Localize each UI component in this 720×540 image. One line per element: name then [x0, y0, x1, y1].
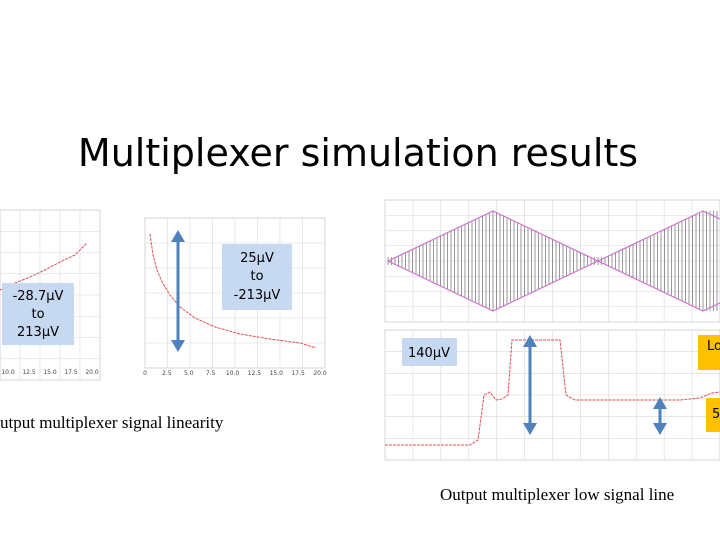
arrow-head: [523, 423, 537, 435]
annotation-box: [706, 398, 720, 432]
caption: utput multiplexer signal linearity: [0, 413, 224, 432]
annotation: -213µV: [234, 288, 281, 303]
x-tick-label: 7.5: [206, 370, 216, 377]
arrow-head: [171, 230, 185, 242]
arrow-head: [653, 423, 667, 435]
annotation-box: [402, 338, 457, 366]
left-plot: 10.0 12.5 15.0 17.5 20.0 -28.7µV to 213µV: [0, 209, 101, 381]
arrow-head: [171, 340, 185, 352]
annotation: -28.7µV: [13, 289, 64, 304]
annotation: 140µV: [408, 346, 450, 361]
annotation: 213µV: [17, 325, 59, 340]
x-tick-label: 10.0: [226, 370, 240, 377]
annotation: 5: [712, 407, 720, 422]
annotation: Lo: [707, 339, 720, 354]
annotation-box: [222, 244, 292, 310]
x-tick-label: 5.0: [184, 370, 194, 377]
caption: Output multiplexer low signal line: [440, 485, 674, 504]
x-tick-label: 2.5: [162, 370, 172, 377]
x-tick-label: 12.5: [22, 369, 36, 376]
x-tick-label: 10.0: [1, 369, 15, 376]
middle-plot: 0 2.5 5.0 7.5 10.0 12.5 15.0 17.5 20.0 25µV to -…: [143, 217, 327, 377]
slide-title: Multiplexer simulation results: [78, 131, 638, 175]
annotation: to: [31, 307, 44, 322]
annotation-box: [2, 283, 74, 345]
x-tick-label: 12.5: [248, 370, 262, 377]
x-tick-label: 20.0: [85, 369, 99, 376]
x-tick-label: 15.0: [43, 369, 57, 376]
waveform: [387, 210, 720, 312]
annotation: to: [250, 269, 263, 284]
plot-curve: [149, 233, 317, 349]
grid: [385, 330, 720, 460]
arrow-head: [523, 335, 537, 347]
x-tick-label: 0: [143, 370, 147, 377]
envelope: [387, 260, 720, 312]
annotation-box: [698, 335, 720, 370]
x-tick-label: 15.0: [270, 370, 284, 377]
plot-curve: [385, 339, 720, 446]
arrow-head: [653, 397, 667, 409]
right-plot: 140µV Lo 5: [384, 199, 720, 461]
x-tick-label: 20.0: [313, 370, 327, 377]
x-tick-label: 17.5: [291, 370, 305, 377]
annotation: 25µV: [240, 251, 274, 266]
x-tick-label: 17.5: [64, 369, 78, 376]
